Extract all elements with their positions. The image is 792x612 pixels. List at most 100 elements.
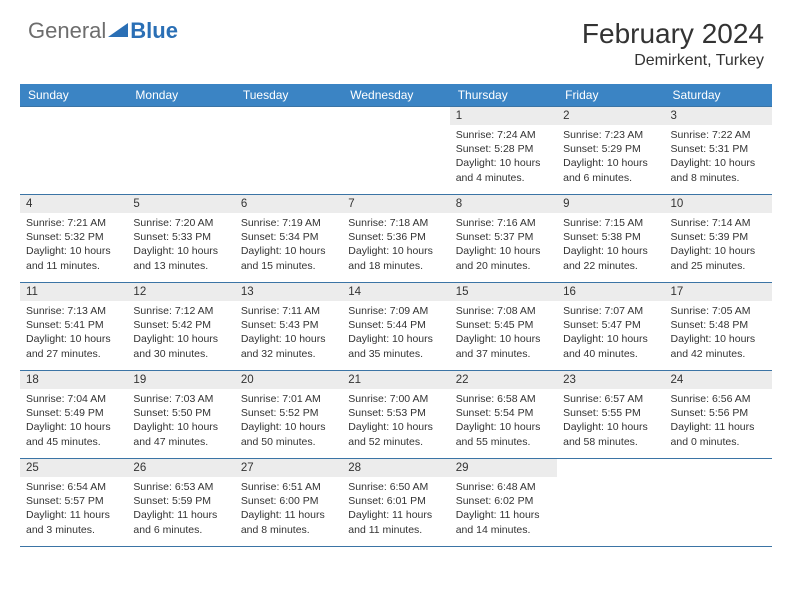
day-info: Sunrise: 7:15 AMSunset: 5:38 PMDaylight:…	[557, 213, 664, 277]
day-number: 28	[342, 459, 449, 477]
day-info: Sunrise: 7:14 AMSunset: 5:39 PMDaylight:…	[665, 213, 772, 277]
day-cell	[127, 107, 234, 195]
day-number: 6	[235, 195, 342, 213]
day-number: 26	[127, 459, 234, 477]
day-number: 11	[20, 283, 127, 301]
day-cell: 4Sunrise: 7:21 AMSunset: 5:32 PMDaylight…	[20, 195, 127, 283]
logo-text-1: General	[28, 18, 106, 44]
day-info: Sunrise: 6:58 AMSunset: 5:54 PMDaylight:…	[450, 389, 557, 453]
weekday-header: Friday	[557, 84, 664, 107]
day-info: Sunrise: 7:00 AMSunset: 5:53 PMDaylight:…	[342, 389, 449, 453]
header: General Blue February 2024 Demirkent, Tu…	[0, 0, 792, 76]
day-cell	[20, 107, 127, 195]
day-info: Sunrise: 7:23 AMSunset: 5:29 PMDaylight:…	[557, 125, 664, 189]
day-cell: 9Sunrise: 7:15 AMSunset: 5:38 PMDaylight…	[557, 195, 664, 283]
day-number: 21	[342, 371, 449, 389]
day-number: 16	[557, 283, 664, 301]
day-info: Sunrise: 7:01 AMSunset: 5:52 PMDaylight:…	[235, 389, 342, 453]
day-number: 15	[450, 283, 557, 301]
day-number: 29	[450, 459, 557, 477]
day-info: Sunrise: 7:04 AMSunset: 5:49 PMDaylight:…	[20, 389, 127, 453]
day-info: Sunrise: 7:03 AMSunset: 5:50 PMDaylight:…	[127, 389, 234, 453]
day-info: Sunrise: 7:05 AMSunset: 5:48 PMDaylight:…	[665, 301, 772, 365]
week-row: 25Sunrise: 6:54 AMSunset: 5:57 PMDayligh…	[20, 459, 772, 547]
day-cell: 24Sunrise: 6:56 AMSunset: 5:56 PMDayligh…	[665, 371, 772, 459]
day-cell: 12Sunrise: 7:12 AMSunset: 5:42 PMDayligh…	[127, 283, 234, 371]
weekday-header: Monday	[127, 84, 234, 107]
day-info: Sunrise: 7:12 AMSunset: 5:42 PMDaylight:…	[127, 301, 234, 365]
day-info: Sunrise: 7:13 AMSunset: 5:41 PMDaylight:…	[20, 301, 127, 365]
day-cell: 27Sunrise: 6:51 AMSunset: 6:00 PMDayligh…	[235, 459, 342, 547]
day-info: Sunrise: 7:21 AMSunset: 5:32 PMDaylight:…	[20, 213, 127, 277]
calendar-table: SundayMondayTuesdayWednesdayThursdayFrid…	[20, 84, 772, 547]
day-cell: 17Sunrise: 7:05 AMSunset: 5:48 PMDayligh…	[665, 283, 772, 371]
day-cell	[557, 459, 664, 547]
day-cell: 19Sunrise: 7:03 AMSunset: 5:50 PMDayligh…	[127, 371, 234, 459]
day-cell: 11Sunrise: 7:13 AMSunset: 5:41 PMDayligh…	[20, 283, 127, 371]
day-number: 17	[665, 283, 772, 301]
day-info: Sunrise: 6:56 AMSunset: 5:56 PMDaylight:…	[665, 389, 772, 453]
day-info: Sunrise: 6:48 AMSunset: 6:02 PMDaylight:…	[450, 477, 557, 541]
logo-triangle-icon	[108, 21, 128, 41]
day-cell: 7Sunrise: 7:18 AMSunset: 5:36 PMDaylight…	[342, 195, 449, 283]
day-number: 22	[450, 371, 557, 389]
day-cell: 13Sunrise: 7:11 AMSunset: 5:43 PMDayligh…	[235, 283, 342, 371]
day-number: 7	[342, 195, 449, 213]
day-cell	[235, 107, 342, 195]
day-info: Sunrise: 7:11 AMSunset: 5:43 PMDaylight:…	[235, 301, 342, 365]
day-info: Sunrise: 6:51 AMSunset: 6:00 PMDaylight:…	[235, 477, 342, 541]
weekday-header-row: SundayMondayTuesdayWednesdayThursdayFrid…	[20, 84, 772, 107]
day-cell: 18Sunrise: 7:04 AMSunset: 5:49 PMDayligh…	[20, 371, 127, 459]
day-number: 24	[665, 371, 772, 389]
day-number: 4	[20, 195, 127, 213]
day-cell: 1Sunrise: 7:24 AMSunset: 5:28 PMDaylight…	[450, 107, 557, 195]
week-row: 18Sunrise: 7:04 AMSunset: 5:49 PMDayligh…	[20, 371, 772, 459]
day-number: 10	[665, 195, 772, 213]
day-cell: 6Sunrise: 7:19 AMSunset: 5:34 PMDaylight…	[235, 195, 342, 283]
day-number: 8	[450, 195, 557, 213]
day-number: 13	[235, 283, 342, 301]
day-number: 2	[557, 107, 664, 125]
day-number: 3	[665, 107, 772, 125]
day-cell: 14Sunrise: 7:09 AMSunset: 5:44 PMDayligh…	[342, 283, 449, 371]
weekday-header: Thursday	[450, 84, 557, 107]
day-cell: 16Sunrise: 7:07 AMSunset: 5:47 PMDayligh…	[557, 283, 664, 371]
day-cell: 8Sunrise: 7:16 AMSunset: 5:37 PMDaylight…	[450, 195, 557, 283]
day-cell	[665, 459, 772, 547]
day-info: Sunrise: 7:24 AMSunset: 5:28 PMDaylight:…	[450, 125, 557, 189]
day-info: Sunrise: 6:50 AMSunset: 6:01 PMDaylight:…	[342, 477, 449, 541]
day-info: Sunrise: 6:54 AMSunset: 5:57 PMDaylight:…	[20, 477, 127, 541]
day-info: Sunrise: 7:07 AMSunset: 5:47 PMDaylight:…	[557, 301, 664, 365]
day-number: 25	[20, 459, 127, 477]
day-number: 12	[127, 283, 234, 301]
day-number: 9	[557, 195, 664, 213]
day-cell: 2Sunrise: 7:23 AMSunset: 5:29 PMDaylight…	[557, 107, 664, 195]
logo-text-2: Blue	[130, 18, 178, 44]
day-cell: 5Sunrise: 7:20 AMSunset: 5:33 PMDaylight…	[127, 195, 234, 283]
day-cell: 15Sunrise: 7:08 AMSunset: 5:45 PMDayligh…	[450, 283, 557, 371]
day-number: 18	[20, 371, 127, 389]
day-cell: 21Sunrise: 7:00 AMSunset: 5:53 PMDayligh…	[342, 371, 449, 459]
week-row: 1Sunrise: 7:24 AMSunset: 5:28 PMDaylight…	[20, 107, 772, 195]
day-number: 19	[127, 371, 234, 389]
day-cell: 10Sunrise: 7:14 AMSunset: 5:39 PMDayligh…	[665, 195, 772, 283]
day-cell: 28Sunrise: 6:50 AMSunset: 6:01 PMDayligh…	[342, 459, 449, 547]
week-row: 11Sunrise: 7:13 AMSunset: 5:41 PMDayligh…	[20, 283, 772, 371]
month-title: February 2024	[582, 18, 764, 50]
weekday-header: Tuesday	[235, 84, 342, 107]
day-info: Sunrise: 7:22 AMSunset: 5:31 PMDaylight:…	[665, 125, 772, 189]
week-row: 4Sunrise: 7:21 AMSunset: 5:32 PMDaylight…	[20, 195, 772, 283]
day-info: Sunrise: 7:16 AMSunset: 5:37 PMDaylight:…	[450, 213, 557, 277]
day-info: Sunrise: 7:18 AMSunset: 5:36 PMDaylight:…	[342, 213, 449, 277]
day-number: 20	[235, 371, 342, 389]
day-number: 23	[557, 371, 664, 389]
day-cell	[342, 107, 449, 195]
day-info: Sunrise: 6:57 AMSunset: 5:55 PMDaylight:…	[557, 389, 664, 453]
day-number: 5	[127, 195, 234, 213]
day-cell: 29Sunrise: 6:48 AMSunset: 6:02 PMDayligh…	[450, 459, 557, 547]
weekday-header: Sunday	[20, 84, 127, 107]
day-cell: 3Sunrise: 7:22 AMSunset: 5:31 PMDaylight…	[665, 107, 772, 195]
day-number: 14	[342, 283, 449, 301]
day-info: Sunrise: 7:09 AMSunset: 5:44 PMDaylight:…	[342, 301, 449, 365]
day-info: Sunrise: 7:19 AMSunset: 5:34 PMDaylight:…	[235, 213, 342, 277]
